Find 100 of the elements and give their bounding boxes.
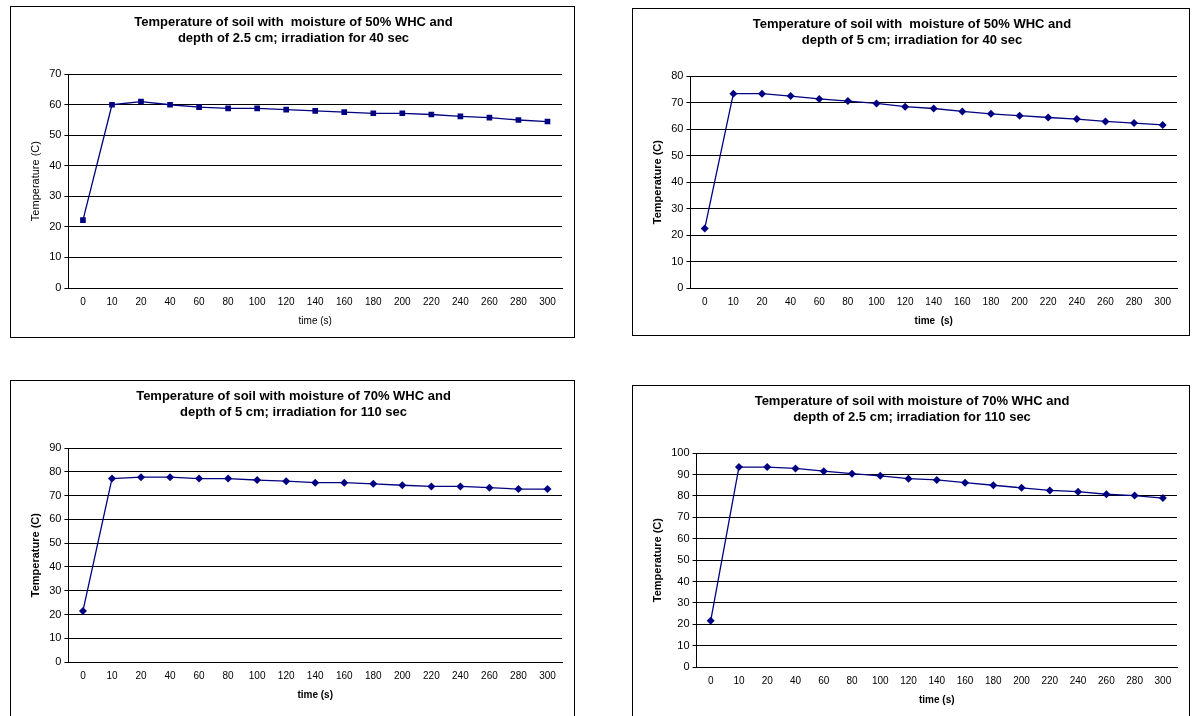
x-tick-label: 60: [193, 295, 206, 307]
y-axis-title: Temperature (C): [650, 139, 663, 225]
y-tick-label: 20: [671, 228, 684, 241]
x-tick-label: 180: [982, 295, 1000, 307]
y-tick-label: 20: [677, 617, 690, 630]
point: [427, 482, 436, 491]
y-tick-label: 60: [49, 512, 62, 525]
x-tick-label: 10: [727, 295, 740, 307]
x-axis-title: time (s): [298, 314, 332, 326]
point: [514, 485, 523, 494]
chart-title: Temperature of soil with moisture of 70% WHC and depth of 5 cm; irradiation for 110 sec: [136, 388, 451, 419]
x-tick-label: 40: [164, 669, 177, 681]
point: [706, 616, 715, 625]
y-tick-label: 20: [49, 607, 62, 620]
x-tick-label: 40: [789, 674, 802, 686]
point: [958, 107, 967, 116]
x-tick-label: 140: [925, 295, 943, 307]
y-tick-label: 40: [49, 158, 62, 171]
x-tick-label: 100: [248, 669, 266, 681]
point: [791, 464, 800, 473]
x-tick-label: 160: [335, 295, 354, 307]
x-tick-label: 180: [364, 669, 383, 681]
point: [1074, 487, 1083, 496]
point: [283, 106, 290, 113]
point: [843, 97, 852, 106]
y-tick-label: 20: [49, 219, 62, 232]
x-tick-label: 300: [539, 295, 557, 307]
point: [341, 109, 348, 115]
point: [1158, 494, 1167, 503]
x-tick-label: 0: [80, 295, 87, 307]
x-tick-label: 240: [1069, 674, 1087, 686]
y-axis-title: Temperature (C): [650, 517, 663, 603]
x-tick-label: 220: [423, 295, 441, 307]
x-tick-label: 140: [928, 674, 946, 686]
x-tick-label: 260: [481, 669, 499, 681]
y-tick-label: 10: [49, 631, 62, 644]
x-tick-label: 200: [393, 295, 412, 307]
x-tick-label: 140: [306, 669, 324, 681]
point: [901, 102, 910, 111]
point: [78, 606, 87, 615]
x-tick-label: 60: [813, 295, 826, 307]
x-tick-label: 240: [1068, 295, 1086, 307]
x-tick-label: 200: [393, 669, 412, 681]
y-tick-label: 80: [49, 464, 62, 477]
y-tick-label: 70: [671, 95, 684, 108]
point: [196, 104, 202, 111]
y-tick-label: 50: [49, 536, 62, 549]
chart-title: Temperature of soil with moisture of 70% WHC and depth of 2.5 cm; irradiation for 110 sec: [754, 393, 1070, 424]
chart-title: Temperature of soil with moisture of 50% WHC and depth of 5 cm; irradiation for 40 sec: [752, 16, 1072, 47]
point: [109, 101, 115, 108]
point: [1101, 117, 1110, 126]
point: [989, 481, 998, 490]
x-tick-label: 60: [818, 674, 830, 686]
point: [872, 99, 881, 108]
x-tick-label: 120: [277, 669, 295, 681]
y-tick-label: 0: [677, 281, 684, 294]
x-tick-label: 40: [164, 295, 177, 307]
x-tick-label: 20: [135, 669, 148, 681]
point: [456, 482, 465, 491]
point: [195, 474, 204, 483]
x-tick-label: 100: [871, 674, 890, 686]
x-tick-label: 10: [733, 674, 745, 686]
x-tick-label: 260: [1097, 295, 1115, 307]
x-tick-label: 300: [1154, 295, 1172, 307]
y-tick-label: 90: [49, 441, 62, 454]
x-tick-label: 0: [701, 295, 708, 307]
point: [543, 485, 552, 494]
x-tick-label: 40: [785, 295, 797, 307]
x-tick-label: 240: [452, 295, 470, 307]
x-tick-label: 280: [510, 295, 528, 307]
y-tick-label: 10: [49, 250, 62, 263]
point: [847, 469, 856, 478]
x-tick-label: 20: [756, 295, 768, 307]
x-tick-label: 180: [364, 295, 383, 307]
x-tick-label: 140: [306, 295, 324, 307]
point: [1072, 115, 1081, 124]
x-tick-label: 280: [510, 669, 528, 681]
x-tick-label: 100: [248, 295, 266, 307]
point: [961, 478, 970, 487]
point: [757, 89, 766, 98]
point: [1102, 490, 1111, 499]
y-tick-label: 0: [55, 655, 62, 668]
point: [1158, 120, 1167, 129]
y-tick-label: 50: [49, 128, 62, 141]
y-tick-label: 60: [677, 531, 690, 544]
y-tick-label: 70: [49, 67, 62, 80]
x-tick-label: 260: [1098, 674, 1116, 686]
y-tick-label: 10: [671, 254, 684, 267]
x-tick-label: 200: [1013, 674, 1031, 686]
x-tick-label: 300: [1154, 674, 1172, 686]
x-tick-label: 20: [761, 674, 774, 686]
x-tick-label: 0: [80, 669, 87, 681]
point: [932, 475, 941, 484]
y-axis-title: Temperature (C): [28, 141, 41, 222]
point: [904, 474, 913, 483]
x-tick-label: 60: [193, 669, 206, 681]
point: [876, 471, 885, 480]
point: [734, 463, 743, 472]
point: [1044, 113, 1053, 122]
x-tick-label: 160: [956, 674, 974, 686]
